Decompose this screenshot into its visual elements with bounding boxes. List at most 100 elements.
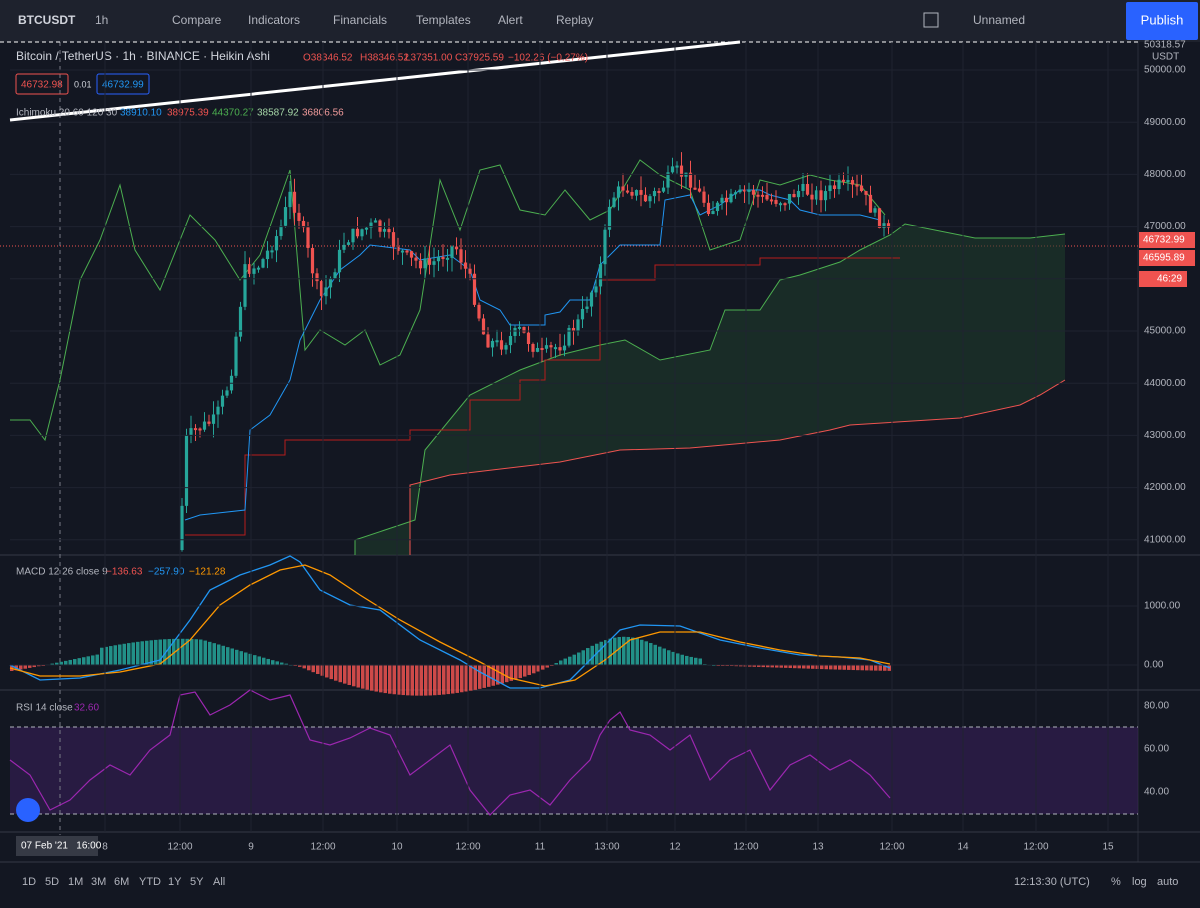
candle (706, 202, 711, 215)
histogram-bar (847, 665, 851, 670)
histogram-bar (433, 665, 437, 696)
publish-label[interactable]: Publish (1141, 12, 1184, 27)
histogram-bar (743, 665, 747, 667)
candle (702, 191, 706, 203)
ichimoku-cloud (355, 224, 1065, 555)
interval[interactable]: 1h (95, 13, 108, 27)
histogram-bar (383, 665, 387, 694)
publish-button[interactable] (1126, 2, 1198, 40)
range-button[interactable]: 6M (114, 876, 129, 888)
candle (198, 428, 202, 431)
histogram-bar (320, 665, 324, 676)
toolbar-button[interactable]: Compare (172, 13, 222, 27)
ohlc-value: −102.26 (−0.27%) (508, 53, 588, 64)
candle (508, 335, 513, 346)
histogram-bar (23, 665, 27, 669)
range-button[interactable]: 3M (91, 876, 106, 888)
candle (531, 344, 535, 352)
range-button[interactable]: 1D (22, 876, 36, 888)
candle (544, 345, 549, 349)
histogram-bar (622, 636, 626, 665)
candle (216, 406, 220, 415)
sell-price[interactable]: 46732.98 (21, 80, 63, 91)
histogram-bar (77, 658, 81, 665)
logo[interactable] (16, 798, 40, 822)
candle (382, 229, 387, 232)
candle (265, 250, 270, 260)
candle (351, 228, 355, 243)
candle (522, 326, 526, 333)
candle (207, 421, 211, 424)
toolbar-button[interactable]: Financials (333, 13, 387, 27)
histogram-bar (280, 662, 284, 665)
range-button[interactable]: 5Y (190, 876, 204, 888)
candle (643, 194, 648, 202)
histogram-bar (73, 659, 77, 665)
histogram-bar (815, 665, 819, 669)
range-button[interactable]: YTD (139, 876, 161, 888)
buy-box[interactable] (96, 73, 150, 95)
histogram-bar (343, 665, 347, 684)
buy-price[interactable]: 46732.99 (102, 80, 144, 91)
histogram-bar (523, 665, 527, 677)
histogram-bar (410, 665, 414, 696)
range-button[interactable]: All (213, 876, 225, 888)
candle (675, 165, 679, 168)
histogram-bar (608, 638, 612, 665)
candle (445, 257, 450, 260)
candle (450, 246, 454, 258)
candle (603, 229, 607, 265)
price-tag-label: 46:29 (1157, 274, 1182, 285)
candle (585, 306, 589, 309)
crosshair-time-box (16, 836, 98, 856)
candle (877, 208, 882, 228)
symbol[interactable]: BTCUSDT (18, 13, 76, 27)
layout-name[interactable]: Unnamed (973, 13, 1025, 27)
ohlc-value: H38346.52 (360, 53, 409, 64)
range-button[interactable]: 1Y (168, 876, 182, 888)
range-button[interactable]: 5D (45, 876, 59, 888)
scale-option[interactable]: auto (1157, 876, 1178, 888)
histogram-bar (874, 665, 878, 671)
candle (751, 189, 756, 195)
sell-box[interactable] (15, 73, 69, 95)
histogram-bar (464, 665, 468, 692)
candle (418, 260, 423, 269)
time-label: 15 (1102, 842, 1114, 853)
scale-option[interactable]: log (1132, 876, 1147, 888)
histogram-bar (559, 660, 563, 665)
checkbox-icon[interactable] (923, 12, 939, 28)
histogram-bar (104, 646, 108, 665)
axis-unit: USDT (1152, 52, 1179, 63)
histogram-bar (689, 656, 693, 665)
candle (796, 190, 801, 198)
toolbar-button[interactable]: Alert (498, 13, 523, 27)
scale-option[interactable]: % (1111, 876, 1121, 888)
histogram-bar (64, 660, 68, 665)
histogram-bar (172, 638, 176, 665)
histogram-bar (122, 643, 126, 665)
candle (679, 165, 684, 177)
candle (441, 257, 445, 260)
histogram-bar (460, 665, 464, 693)
histogram-bar (212, 643, 216, 665)
histogram-bar (788, 665, 792, 669)
candle (756, 194, 760, 197)
histogram-bar (541, 665, 545, 670)
histogram-bar (419, 665, 423, 696)
candle (427, 258, 432, 265)
range-button[interactable]: 1M (68, 876, 83, 888)
rsi-axis-label: 80.00 (1144, 701, 1169, 712)
time-label: 10 (391, 842, 403, 853)
candle (306, 227, 310, 249)
candle (243, 264, 247, 307)
histogram-bar (203, 640, 207, 665)
toolbar-button[interactable]: Templates (416, 13, 471, 27)
histogram-bar (451, 665, 455, 694)
toolbar-button[interactable]: Indicators (248, 13, 300, 27)
candle (423, 258, 427, 269)
base-line (185, 257, 900, 536)
histogram-bar (113, 645, 117, 665)
toolbar-button[interactable]: Replay (556, 13, 593, 27)
candle (625, 190, 630, 193)
